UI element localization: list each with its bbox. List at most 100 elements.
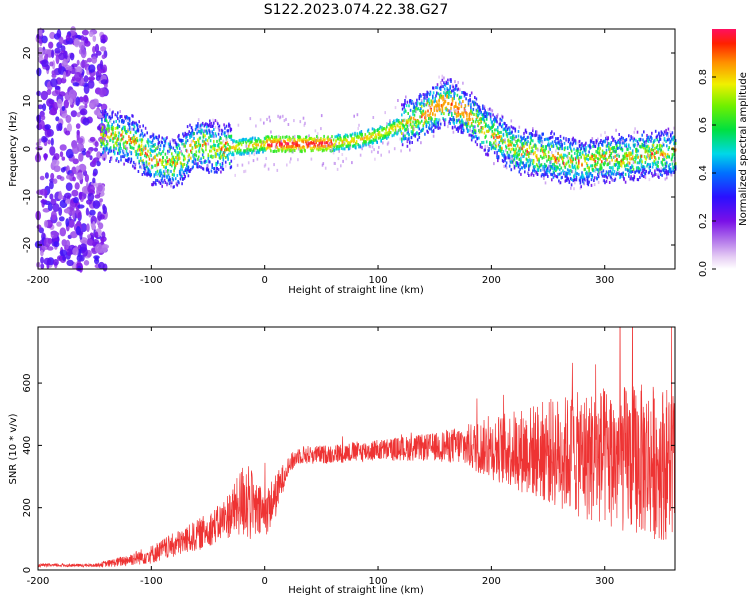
ridge-cell <box>505 146 508 150</box>
halo-cell <box>633 130 636 134</box>
ridge-cell <box>295 146 298 150</box>
ridge-cell <box>198 165 201 169</box>
ridge-cell <box>651 174 654 178</box>
ridge-cell <box>144 154 146 158</box>
halo-cell <box>302 116 305 120</box>
ridge-cell <box>417 121 420 125</box>
ridge-cell <box>525 130 528 134</box>
ridge-cell <box>158 151 160 155</box>
ridge-cell <box>551 173 554 177</box>
ridge-cell <box>646 149 648 153</box>
halo-cell <box>135 162 137 166</box>
ridge-cell <box>250 148 252 152</box>
ridge-cell <box>251 139 253 143</box>
ridge-cell <box>605 172 607 176</box>
ridge-cell <box>557 172 559 176</box>
ridge-cell <box>174 163 177 167</box>
ridge-cell <box>528 155 530 159</box>
halo-cell <box>648 178 651 182</box>
ridge-cell <box>570 178 573 181</box>
ridge-cell <box>401 143 404 147</box>
ridge-cell <box>151 141 153 144</box>
ridge-cell <box>525 164 528 168</box>
halo-cell <box>198 158 201 161</box>
ridge-cell <box>668 155 670 159</box>
ridge-cell <box>217 148 219 152</box>
y-tick-label: 200 <box>22 498 33 517</box>
ridge-cell <box>435 119 437 123</box>
ridge-cell <box>475 117 478 121</box>
halo-cell <box>321 163 324 167</box>
ridge-cell <box>386 136 388 140</box>
halo-cell <box>224 164 227 168</box>
ridge-cell <box>652 148 655 152</box>
ridge-cell <box>520 140 522 144</box>
ridge-cell <box>187 132 190 136</box>
ridge-cell <box>501 125 503 129</box>
ridge-cell <box>418 135 421 139</box>
ridge-cell <box>633 176 636 179</box>
ridge-cell <box>626 157 628 161</box>
ridge-cell <box>451 112 453 115</box>
halo-cell <box>441 74 444 78</box>
ridge-cell <box>630 175 632 179</box>
ridge-cell <box>293 137 296 141</box>
ridge-cell <box>641 160 643 164</box>
ridge-cell <box>482 127 484 131</box>
ridge-cell <box>397 124 399 128</box>
noise-blob <box>40 263 45 269</box>
ridge-cell <box>212 146 214 150</box>
halo-cell <box>594 170 597 173</box>
ridge-cell <box>531 171 533 175</box>
ridge-cell <box>587 153 590 157</box>
ridge-cell <box>285 149 287 153</box>
ridge-cell <box>585 162 588 166</box>
ridge-cell <box>102 141 105 145</box>
halo-cell <box>351 161 353 165</box>
ridge-cell <box>382 137 384 140</box>
noise-blob <box>78 152 84 162</box>
ridge-cell <box>541 148 544 152</box>
ridge-cell <box>674 139 677 142</box>
ridge-cell <box>399 125 402 129</box>
noise-blob <box>40 199 48 204</box>
halo-cell <box>662 156 665 159</box>
ridge-cell <box>428 127 431 131</box>
ridge-cell <box>639 168 642 172</box>
ridge-cell <box>467 121 470 125</box>
ridge-cell <box>116 139 118 142</box>
ridge-cell <box>637 142 640 146</box>
ridge-cell <box>337 133 340 137</box>
ridge-cell <box>132 136 134 140</box>
halo-cell <box>666 176 668 180</box>
ridge-cell <box>499 121 501 125</box>
ridge-cell <box>220 141 223 145</box>
ridge-cell <box>473 100 475 104</box>
ridge-cell <box>285 142 287 145</box>
ridge-cell <box>425 123 428 127</box>
ridge-cell <box>591 175 594 179</box>
ridge-cell <box>150 154 152 158</box>
ridge-cell <box>275 143 278 147</box>
ridge-cell <box>453 96 455 100</box>
ridge-cell <box>430 119 432 123</box>
ridge-cell <box>558 141 560 145</box>
ridge-cell <box>251 149 254 153</box>
ridge-cell <box>332 147 335 151</box>
ridge-cell <box>147 144 150 148</box>
ridge-cell <box>585 154 588 158</box>
ridge-cell <box>139 125 141 129</box>
ridge-cell <box>397 131 399 135</box>
ridge-cell <box>442 94 444 98</box>
halo-cell <box>397 99 399 102</box>
noise-blob <box>76 137 84 144</box>
ridge-cell <box>106 112 109 116</box>
halo-cell <box>483 105 486 109</box>
ridge-cell <box>620 137 622 141</box>
noise-blob <box>44 172 49 179</box>
ridge-cell <box>136 156 139 160</box>
ridge-cell <box>353 143 355 147</box>
ridge-cell <box>183 155 186 159</box>
ridge-cell <box>457 110 459 114</box>
ridge-cell <box>666 131 669 135</box>
